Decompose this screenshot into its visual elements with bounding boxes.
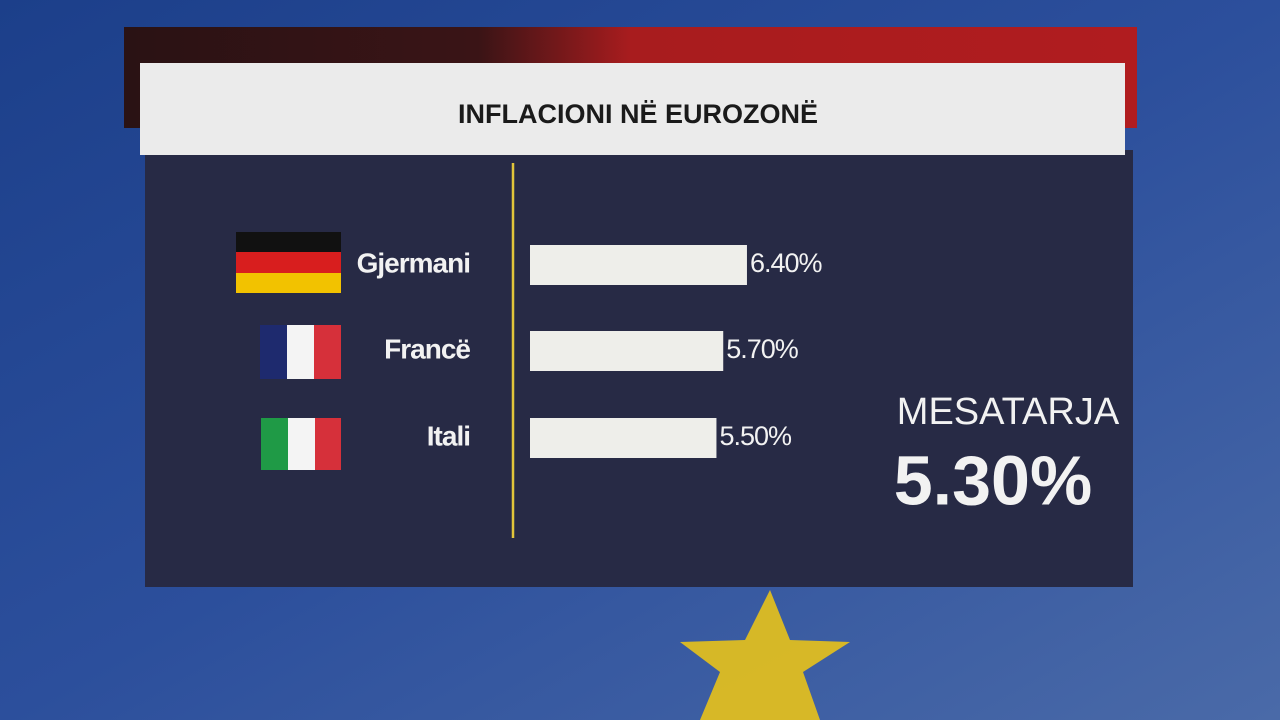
average-label: MESATARJA — [897, 391, 1120, 433]
title-box — [140, 63, 1125, 155]
value-label: 5.50% — [719, 421, 792, 451]
bar — [530, 331, 724, 371]
value-label: 5.70% — [726, 334, 799, 364]
bar — [530, 418, 717, 458]
value-label: 6.40% — [750, 248, 823, 278]
category-label: Gjermani — [357, 247, 470, 278]
category-label: Francë — [384, 333, 470, 364]
chart-title: INFLACIONI NË EUROZONË — [458, 99, 818, 129]
flag-italy — [261, 418, 341, 470]
star-decoration — [680, 590, 850, 720]
category-label: Itali — [427, 420, 470, 451]
bar — [530, 245, 747, 285]
average-value: 5.30% — [894, 441, 1092, 519]
flag-france — [260, 325, 341, 379]
flag-germany — [236, 232, 341, 293]
